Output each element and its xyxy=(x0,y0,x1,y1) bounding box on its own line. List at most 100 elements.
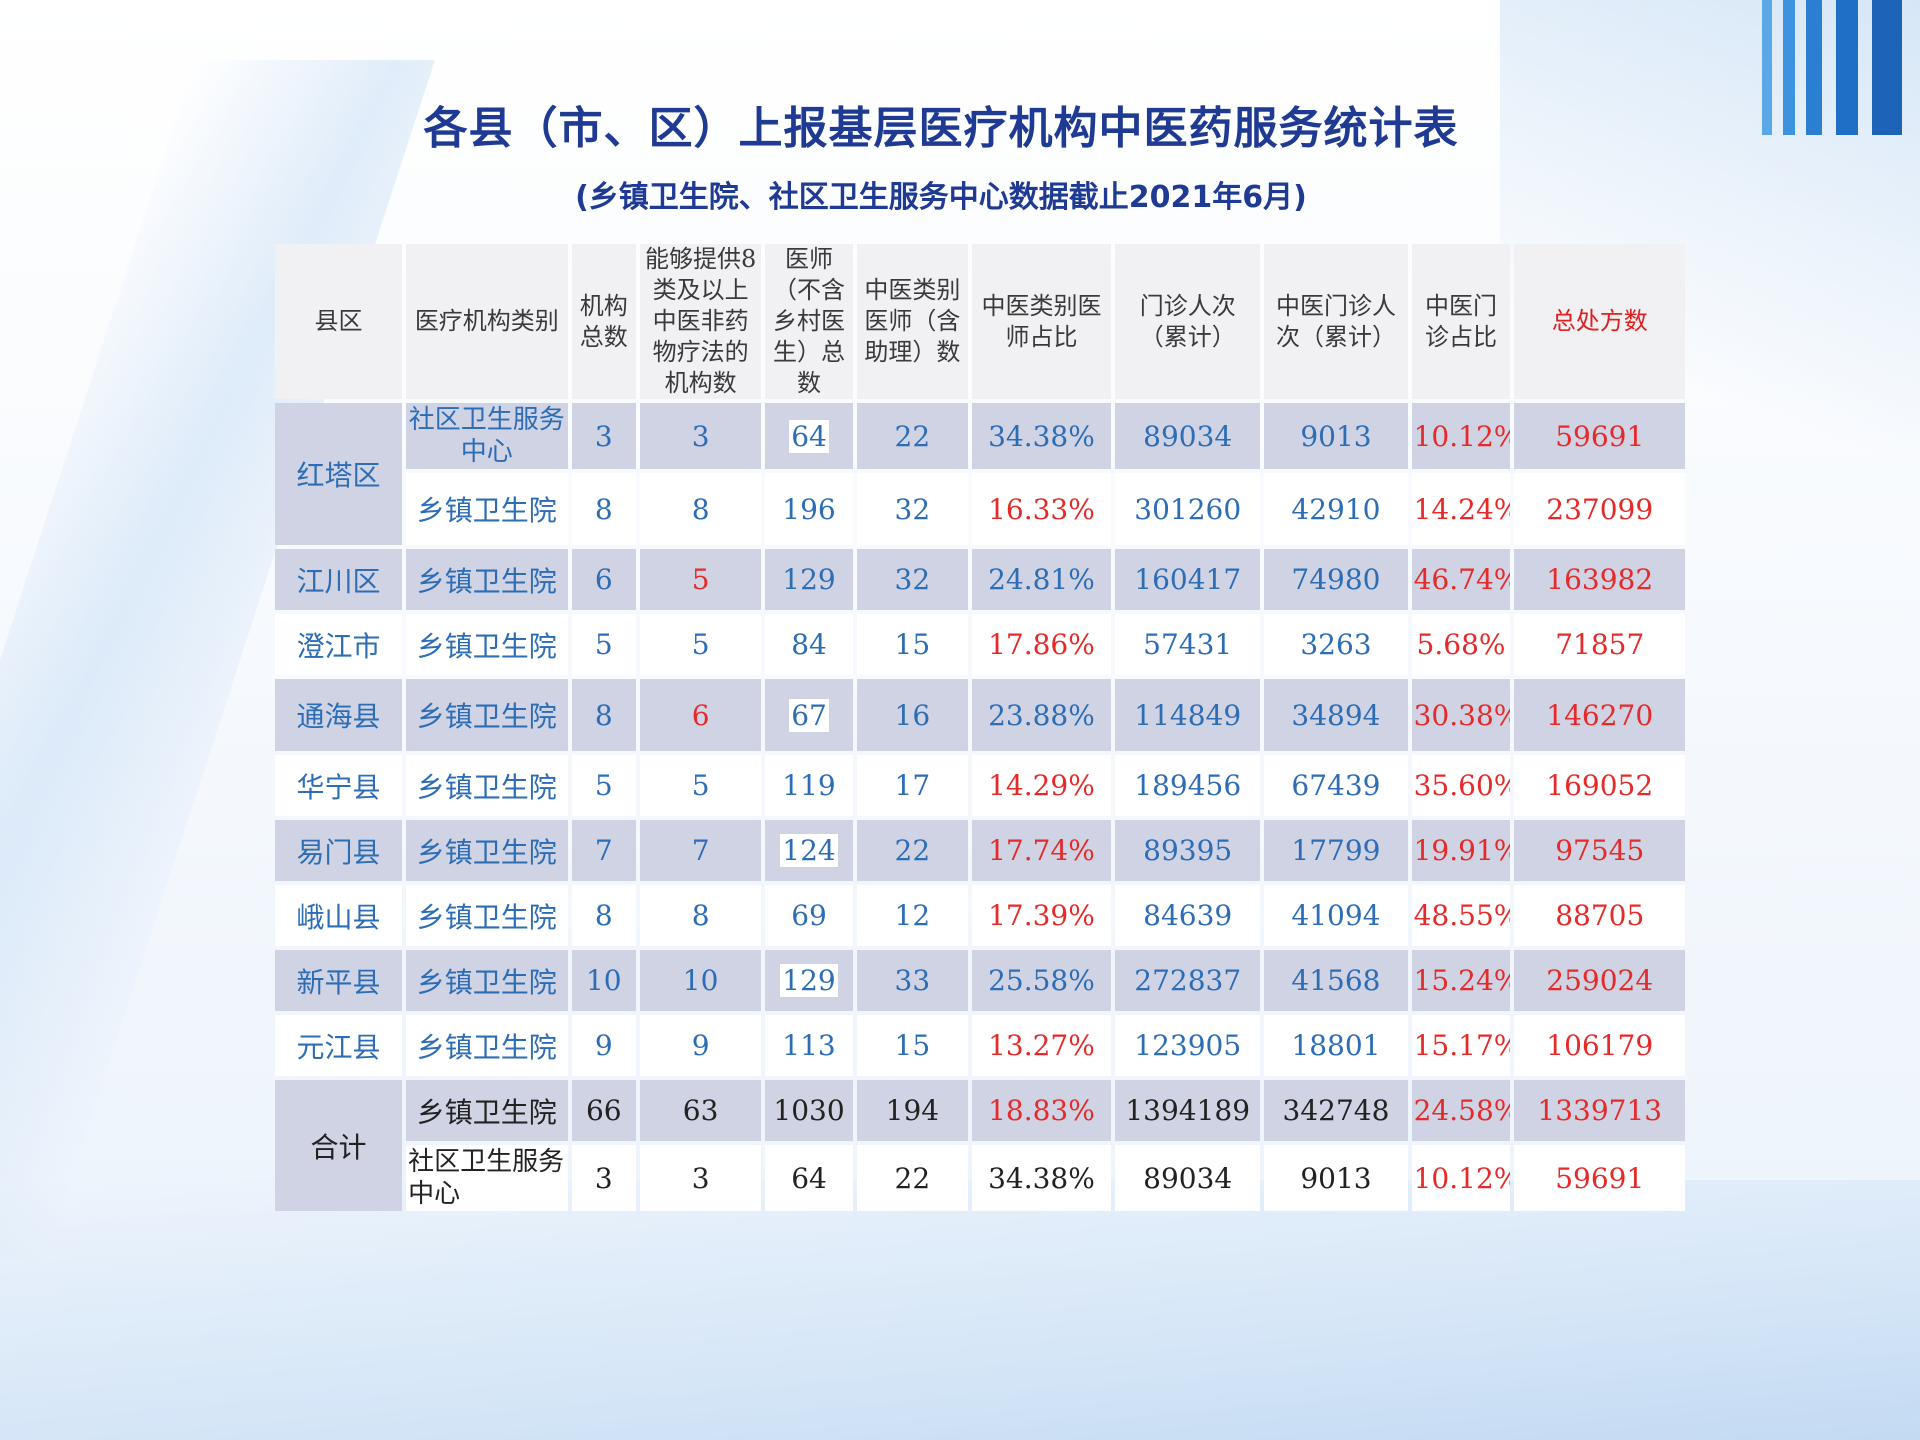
cell-tcm-doctors: 33 xyxy=(856,950,968,1011)
cell-visits: 189456 xyxy=(1115,755,1261,816)
cell-region: 通海县 xyxy=(275,679,403,751)
cell-prescriptions: 106179 xyxy=(1514,1015,1685,1076)
cell-type: 社区卫生服务中心 xyxy=(406,1145,568,1211)
header-cell-visits: 门诊人次（累计） xyxy=(1115,244,1261,399)
cell-tcm-ratio: 23.88% xyxy=(971,679,1112,751)
cell-tcm-doctors: 32 xyxy=(856,473,968,545)
cell-total: 6 xyxy=(571,549,637,610)
cell-doctors: 196 xyxy=(765,473,853,545)
cell-tcm-doctors: 22 xyxy=(856,403,968,469)
decor-bar xyxy=(1836,0,1858,135)
cell-region: 澄江市 xyxy=(275,614,403,675)
header-cell-doctors: 医师（不含乡村医生）总数 xyxy=(765,244,853,399)
cell-visits: 160417 xyxy=(1115,549,1261,610)
cell-tcm8: 6 xyxy=(640,679,762,751)
cell-doctors: 84 xyxy=(765,614,853,675)
cell-total: 9 xyxy=(571,1015,637,1076)
cell-tcm-visits: 9013 xyxy=(1264,403,1408,469)
cell-tcm-visits: 41568 xyxy=(1264,950,1408,1011)
decor-bar xyxy=(1872,0,1902,135)
cell-prescriptions: 169052 xyxy=(1514,755,1685,816)
table-row: 华宁县 乡镇卫生院 5 5 119 17 14.29% 189456 67439… xyxy=(275,755,1685,816)
cell-prescriptions: 1339713 xyxy=(1514,1080,1685,1141)
cell-tcm-visits: 34894 xyxy=(1264,679,1408,751)
cell-tcm-doctors: 32 xyxy=(856,549,968,610)
cell-type: 乡镇卫生院 xyxy=(406,1080,568,1141)
cell-total: 8 xyxy=(571,679,637,751)
cell-doctors: 124 xyxy=(765,820,853,881)
cell-region: 易门县 xyxy=(275,820,403,881)
header-cell-prescriptions: 总处方数 xyxy=(1514,244,1685,399)
cell-tcm-visit-ratio: 15.24% xyxy=(1411,950,1511,1011)
cell-total: 3 xyxy=(571,403,637,469)
cell-tcm-doctors: 22 xyxy=(856,820,968,881)
cell-region: 红塔区 xyxy=(275,403,403,545)
cell-tcm-ratio: 24.81% xyxy=(971,549,1112,610)
cell-tcm-visit-ratio: 14.24% xyxy=(1411,473,1511,545)
decor-bar xyxy=(1806,0,1822,135)
cell-visits: 89034 xyxy=(1115,1145,1261,1211)
header-cell-tcm8: 能够提供8类及以上中医非药物疗法的机构数 xyxy=(640,244,762,399)
cell-tcm-visits: 74980 xyxy=(1264,549,1408,610)
header-cell-tcm-doctors: 中医类别医师（含助理）数 xyxy=(856,244,968,399)
table-row: 易门县 乡镇卫生院 7 7 124 22 17.74% 89395 17799 … xyxy=(275,820,1685,881)
cell-tcm-visit-ratio: 48.55% xyxy=(1411,885,1511,946)
cell-region: 华宁县 xyxy=(275,755,403,816)
cell-total: 8 xyxy=(571,885,637,946)
table-row: 新平县 乡镇卫生院 10 10 129 33 25.58% 272837 415… xyxy=(275,950,1685,1011)
cell-doctors-value: 64 xyxy=(789,419,829,453)
cell-region: 峨山县 xyxy=(275,885,403,946)
cell-type: 乡镇卫生院 xyxy=(406,549,568,610)
cell-type: 乡镇卫生院 xyxy=(406,820,568,881)
cell-total: 8 xyxy=(571,473,637,545)
cell-tcm8: 8 xyxy=(640,473,762,545)
cell-tcm-ratio: 17.74% xyxy=(971,820,1112,881)
table-row: 红塔区 社区卫生服务中心 3 3 64 22 34.38% 89034 9013… xyxy=(275,403,1685,545)
cell-tcm8: 10 xyxy=(640,950,762,1011)
header-cell-tcm-ratio: 中医类别医师占比 xyxy=(971,244,1112,399)
cell-doctors: 69 xyxy=(765,885,853,946)
cell-doctors: 129 xyxy=(765,549,853,610)
table-row-total: 合计 乡镇卫生院 66 63 1030 194 18.83% 1394189 3… xyxy=(275,1080,1685,1211)
cell-tcm-visit-ratio: 10.12% xyxy=(1411,1145,1511,1211)
cell-tcm-visits: 17799 xyxy=(1264,820,1408,881)
cell-region-total: 合计 xyxy=(275,1080,403,1211)
cell-tcm-visits: 42910 xyxy=(1264,473,1408,545)
cell-tcm-visits: 67439 xyxy=(1264,755,1408,816)
cell-doctors-value: 67 xyxy=(789,698,829,732)
cell-total: 3 xyxy=(571,1145,637,1211)
decor-bar xyxy=(1783,0,1795,135)
table-row: 乡镇卫生院 8 8 196 32 16.33% 301260 42910 14.… xyxy=(275,473,1685,545)
cell-tcm-visits: 342748 xyxy=(1264,1080,1408,1141)
cell-visits: 1394189 xyxy=(1115,1080,1261,1141)
cell-prescriptions: 71857 xyxy=(1514,614,1685,675)
cell-doctors: 64 xyxy=(765,403,853,469)
cell-doctors: 129 xyxy=(765,950,853,1011)
cell-visits: 57431 xyxy=(1115,614,1261,675)
cell-total: 10 xyxy=(571,950,637,1011)
cell-prescriptions: 59691 xyxy=(1514,403,1685,469)
cell-type: 乡镇卫生院 xyxy=(406,614,568,675)
cell-tcm-visits: 3263 xyxy=(1264,614,1408,675)
cell-type: 乡镇卫生院 xyxy=(406,679,568,751)
cell-type: 乡镇卫生院 xyxy=(406,473,568,545)
cell-prescriptions: 259024 xyxy=(1514,950,1685,1011)
cell-prescriptions: 88705 xyxy=(1514,885,1685,946)
table-row-total: 社区卫生服务中心 3 3 64 22 34.38% 89034 9013 10.… xyxy=(275,1145,1685,1211)
cell-doctors: 119 xyxy=(765,755,853,816)
cell-region: 元江县 xyxy=(275,1015,403,1076)
cell-tcm-ratio: 17.86% xyxy=(971,614,1112,675)
cell-type: 乡镇卫生院 xyxy=(406,1015,568,1076)
cell-doctors-value: 129 xyxy=(780,964,838,997)
cell-prescriptions: 97545 xyxy=(1514,820,1685,881)
cell-visits: 84639 xyxy=(1115,885,1261,946)
cell-type: 乡镇卫生院 xyxy=(406,950,568,1011)
header-cell-type: 医疗机构类别 xyxy=(406,244,568,399)
cell-tcm-visit-ratio: 5.68% xyxy=(1411,614,1511,675)
table-row: 峨山县 乡镇卫生院 8 8 69 12 17.39% 84639 41094 4… xyxy=(275,885,1685,946)
cell-tcm-doctors: 22 xyxy=(856,1145,968,1211)
cell-tcm-ratio: 34.38% xyxy=(971,1145,1112,1211)
cell-total: 5 xyxy=(571,755,637,816)
cell-tcm8: 5 xyxy=(640,549,762,610)
cell-visits: 123905 xyxy=(1115,1015,1261,1076)
